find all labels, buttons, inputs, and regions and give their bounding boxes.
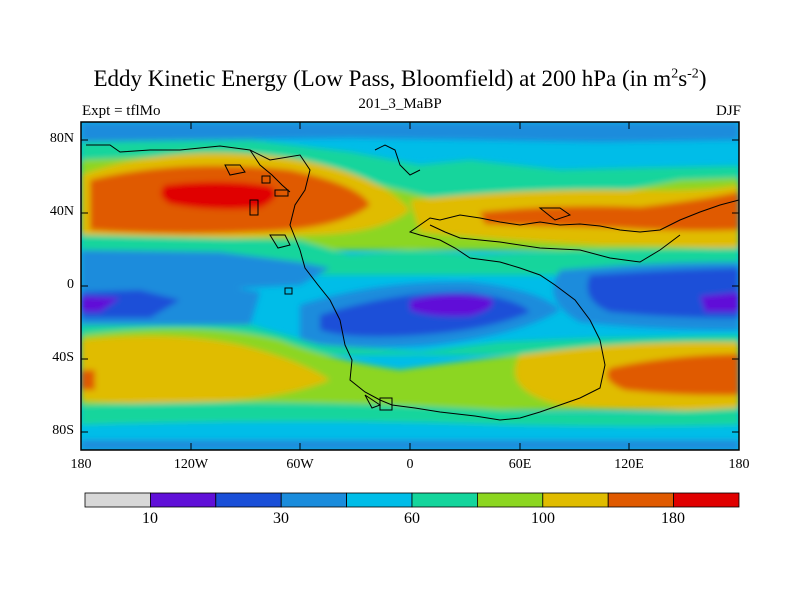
lon-label-120w: 120W <box>173 457 209 472</box>
colorbar-label-100: 100 <box>531 510 555 527</box>
lat-label-80n: 80N <box>49 131 74 146</box>
colorbar-box-3 <box>280 492 348 508</box>
lon-label-60e: 60E <box>508 457 532 472</box>
colorbar-box-9 <box>673 492 740 508</box>
colorbar-box-5 <box>411 492 478 508</box>
lat-label-0: 0 <box>67 277 74 292</box>
colorbar-label-10: 10 <box>142 510 158 527</box>
map-title: Eddy Kinetic Energy (Low Pass, Bloomfiel… <box>93 66 707 91</box>
lon-ticks <box>190 122 630 450</box>
lon-label-180e: 180 <box>728 457 750 472</box>
lat-label-80s: 80S <box>52 423 74 438</box>
lon-label-120e: 120E <box>614 457 644 472</box>
colorbar-box-0 <box>84 492 151 508</box>
experiment-label: Expt = tflMo <box>82 103 161 119</box>
colorbar-box-4 <box>346 492 413 508</box>
lat-label-40s: 40S <box>52 350 74 365</box>
lon-label-180w: 180 <box>70 457 92 472</box>
lon-label-0: 0 <box>406 457 414 472</box>
lon-label-60w: 60W <box>286 457 314 472</box>
colorbar-box-2 <box>215 492 282 508</box>
run-label: 201_3_MaBP <box>358 96 442 112</box>
colorbar <box>84 492 740 508</box>
colorbar-box-1 <box>149 492 217 508</box>
colorbar-box-6 <box>476 492 544 508</box>
lat-label-40n: 40N <box>49 204 74 219</box>
coastlines <box>86 144 739 421</box>
colorbar-label-180: 180 <box>661 510 685 527</box>
colorbar-label-30: 30 <box>273 510 289 527</box>
season-label: DJF <box>715 103 741 119</box>
lat-ticks <box>81 139 739 433</box>
colorbar-label-60: 60 <box>404 510 420 527</box>
colorbar-box-8 <box>607 492 675 508</box>
ek-field <box>81 122 739 450</box>
colorbar-box-7 <box>542 492 609 508</box>
